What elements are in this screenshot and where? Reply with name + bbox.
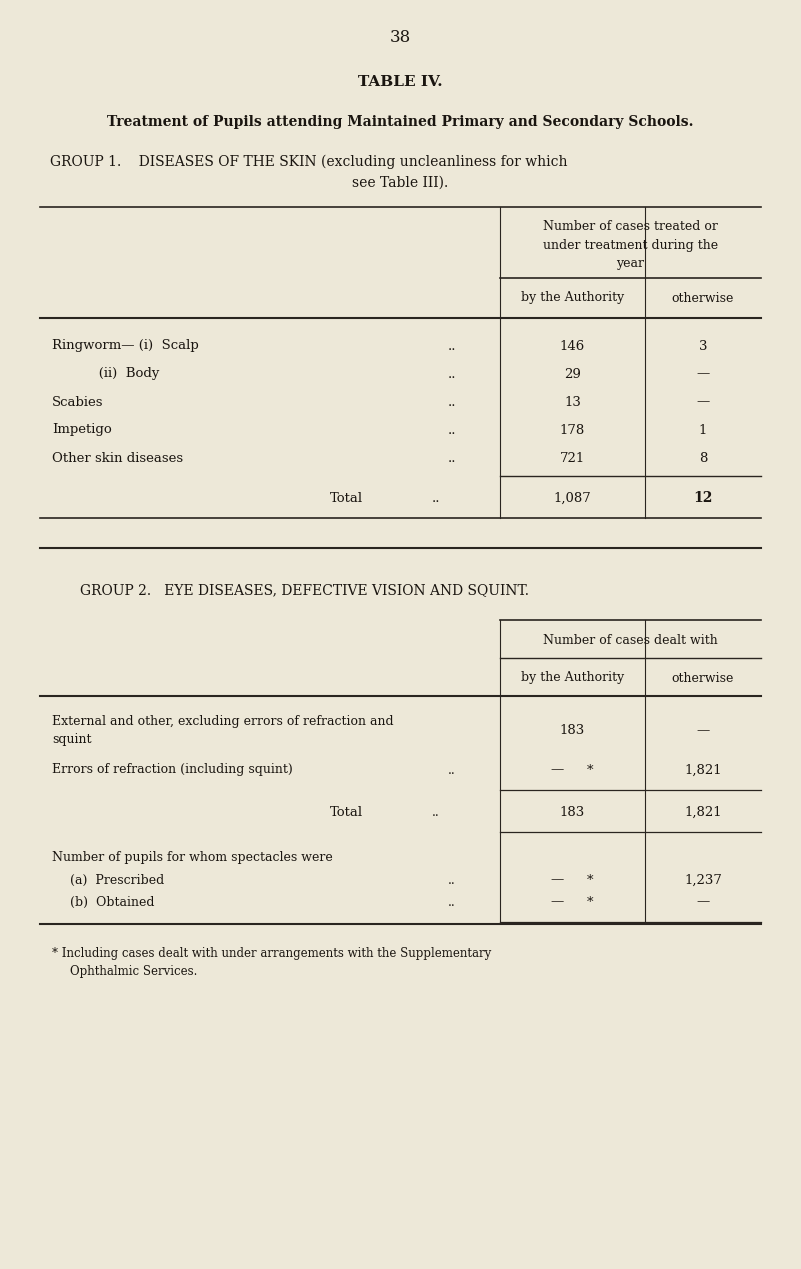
Text: squint: squint [52, 733, 91, 746]
Text: 3: 3 [698, 340, 707, 353]
Text: Scabies: Scabies [52, 396, 103, 409]
Text: —: — [551, 896, 564, 909]
Text: ..: .. [449, 896, 456, 909]
Text: —: — [551, 764, 564, 777]
Text: (ii)  Body: (ii) Body [52, 368, 159, 381]
Text: otherwise: otherwise [672, 671, 735, 684]
Text: External and other, excluding errors of refraction and: External and other, excluding errors of … [52, 716, 393, 728]
Text: year: year [617, 256, 645, 269]
Text: Errors of refraction (including squint): Errors of refraction (including squint) [52, 764, 292, 777]
Text: GROUP 1.    DISEASES OF THE SKIN (excluding uncleanliness for which: GROUP 1. DISEASES OF THE SKIN (excluding… [50, 155, 567, 169]
Text: 183: 183 [560, 725, 585, 737]
Text: Impetigo: Impetigo [52, 424, 112, 437]
Text: Ringworm— (i)  Scalp: Ringworm— (i) Scalp [52, 340, 199, 353]
Text: —: — [551, 873, 564, 887]
Text: Number of cases dealt with: Number of cases dealt with [543, 633, 718, 646]
Text: ..: .. [433, 806, 440, 819]
Text: 29: 29 [564, 368, 581, 381]
Text: 13: 13 [564, 396, 581, 409]
Text: *: * [587, 896, 594, 909]
Text: Number of cases treated or: Number of cases treated or [543, 221, 718, 233]
Text: 178: 178 [560, 424, 585, 437]
Text: Number of pupils for whom spectacles were: Number of pupils for whom spectacles wer… [52, 851, 332, 864]
Text: Treatment of Pupils attending Maintained Primary and Secondary Schools.: Treatment of Pupils attending Maintained… [107, 115, 693, 129]
Text: 721: 721 [560, 452, 585, 464]
Text: *: * [587, 873, 594, 887]
Text: —: — [696, 896, 710, 909]
Text: 1: 1 [698, 424, 707, 437]
Text: TABLE IV.: TABLE IV. [358, 75, 442, 89]
Text: ..: .. [448, 424, 456, 437]
Text: ..: .. [449, 764, 456, 777]
Text: 146: 146 [560, 340, 585, 353]
Text: ..: .. [449, 873, 456, 887]
Text: by the Authority: by the Authority [521, 671, 624, 684]
Text: (a)  Prescribed: (a) Prescribed [70, 873, 164, 887]
Text: * Including cases dealt with under arrangements with the Supplementary: * Including cases dealt with under arran… [52, 948, 491, 961]
Text: ..: .. [448, 396, 456, 409]
Text: ..: .. [432, 491, 440, 505]
Text: see Table III).: see Table III). [352, 176, 448, 190]
Text: ..: .. [448, 368, 456, 381]
Text: 1,087: 1,087 [553, 491, 591, 505]
Text: GROUP 2.   EYE DISEASES, DEFECTIVE VISION AND SQUINT.: GROUP 2. EYE DISEASES, DEFECTIVE VISION … [80, 582, 529, 596]
Text: Total: Total [330, 806, 363, 819]
Text: —: — [696, 725, 710, 737]
Text: under treatment during the: under treatment during the [543, 239, 718, 251]
Text: 1,821: 1,821 [684, 764, 722, 777]
Text: 38: 38 [389, 29, 411, 47]
Text: by the Authority: by the Authority [521, 292, 624, 305]
Text: (b)  Obtained: (b) Obtained [70, 896, 155, 909]
Text: ..: .. [448, 340, 456, 353]
Text: ..: .. [448, 452, 456, 464]
Text: otherwise: otherwise [672, 292, 735, 305]
Text: *: * [587, 764, 594, 777]
Text: —: — [696, 396, 710, 409]
Text: Ophthalmic Services.: Ophthalmic Services. [70, 966, 197, 978]
Text: Other skin diseases: Other skin diseases [52, 452, 183, 464]
Text: 1,237: 1,237 [684, 873, 722, 887]
Text: —: — [696, 368, 710, 381]
Text: 12: 12 [694, 491, 713, 505]
Text: 1,821: 1,821 [684, 806, 722, 819]
Text: 183: 183 [560, 806, 585, 819]
Text: 8: 8 [698, 452, 707, 464]
Text: Total: Total [330, 491, 363, 505]
